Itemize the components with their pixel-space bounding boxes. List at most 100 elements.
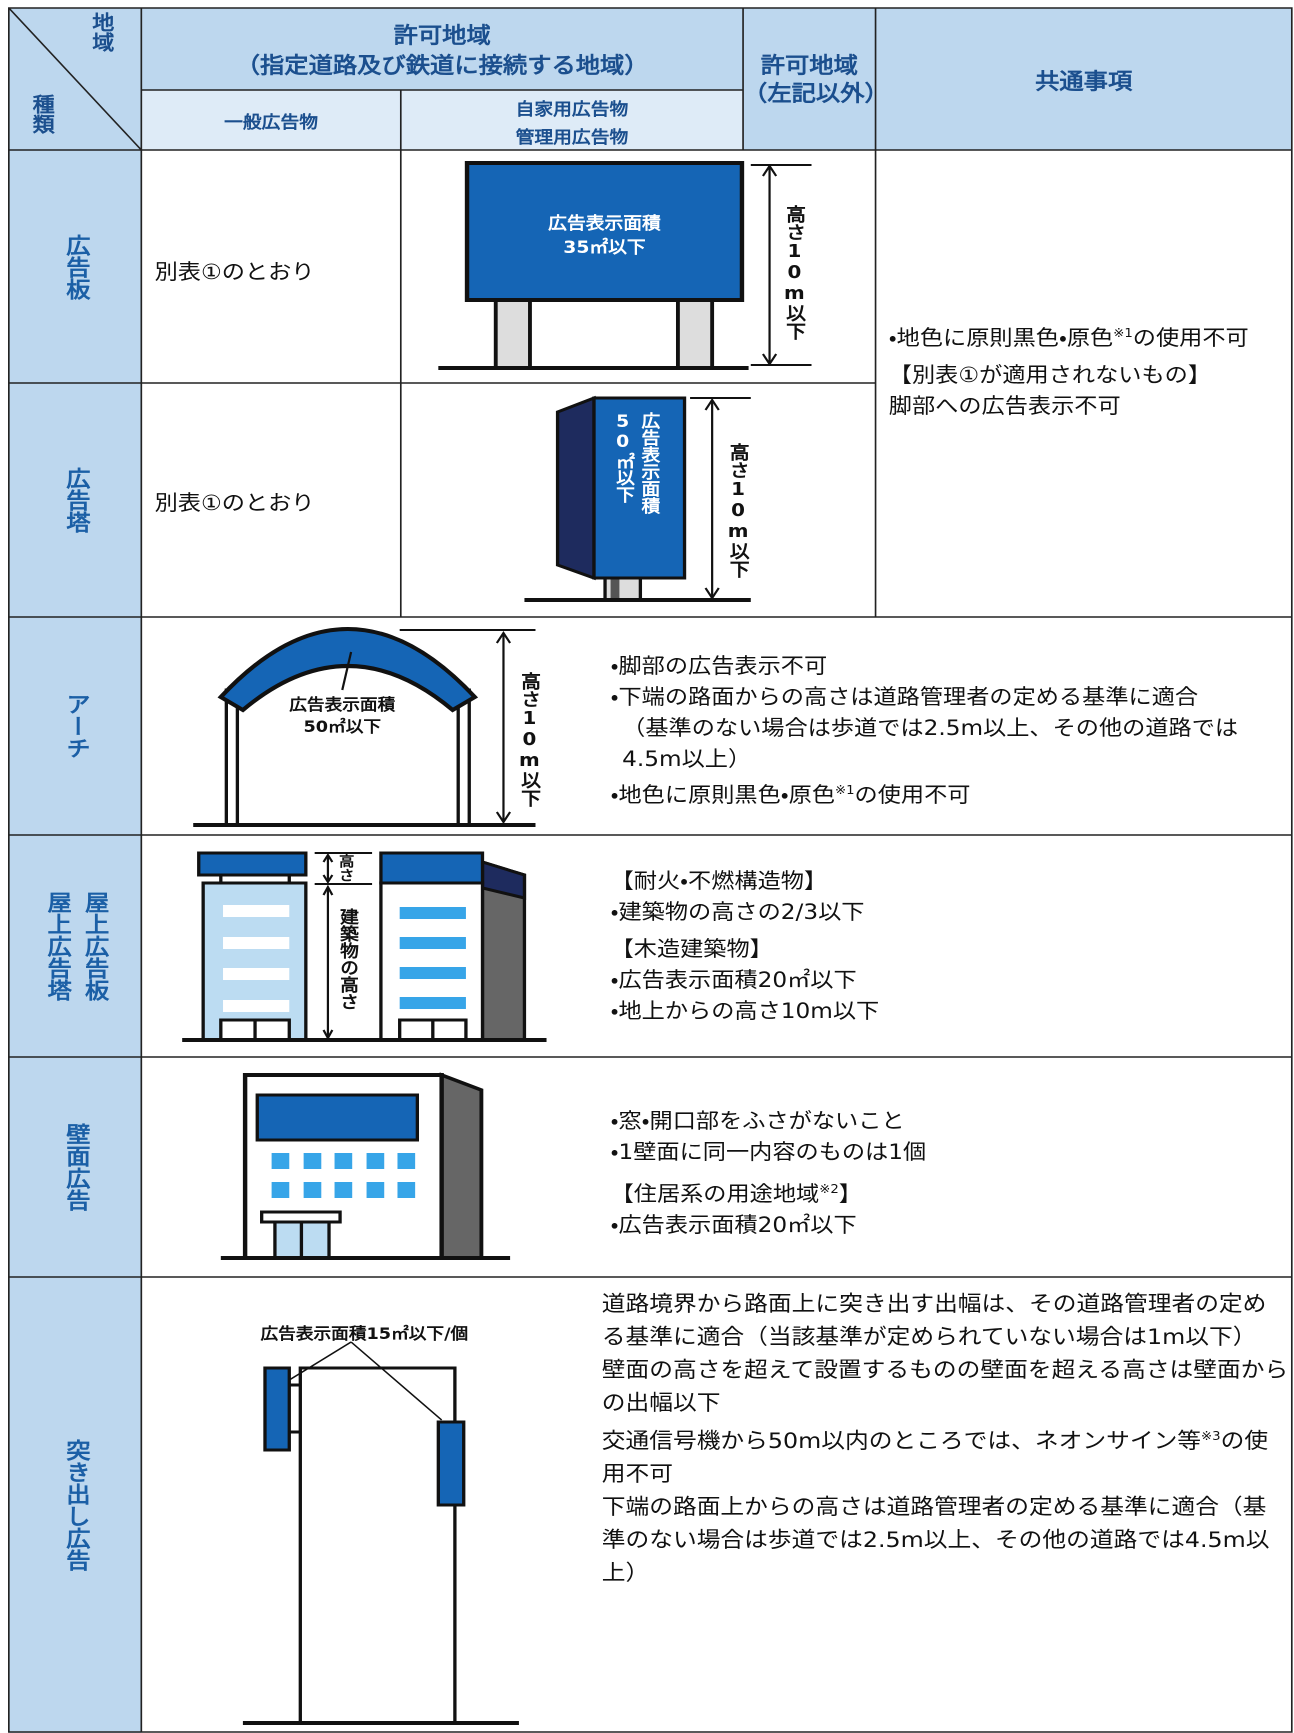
note-text: 脚部への広告表示不可: [888, 394, 1121, 418]
row-label-line: 突き出し広告: [61, 1439, 90, 1571]
row-label-cell: 突き出し広告: [9, 1277, 141, 1733]
note-line: 脚部への広告表示不可: [889, 391, 1284, 422]
note-line: ・1壁面に同一内容のものは1個: [611, 1137, 1287, 1168]
note-text: 【耐火・不燃構造物】: [610, 869, 828, 893]
row-label-line: 屋上広告板: [80, 891, 109, 1001]
note-ref: ※2: [819, 1182, 839, 1196]
wall-illustration-part-part: [303, 1153, 322, 1169]
diagram-height: 高さ10m以下: [782, 205, 806, 340]
area-line: 広告表示面積: [548, 214, 661, 234]
tower-illustration: [524, 395, 751, 602]
wall-illustration-part: [271, 1153, 416, 1198]
wall-illustration-part-part: [366, 1153, 385, 1169]
row-label: 突き出し広告: [56, 1439, 94, 1571]
note-text: （基準のない場合は歩道では2.5m以上、その他の道路では4.5m以上）: [622, 716, 1239, 771]
rooftop-illustration-part-part: [399, 967, 466, 979]
billboard-illustration-part: [493, 298, 532, 370]
wall-illustration-part-part: [397, 1182, 416, 1198]
note-line: 【木造建築物】: [611, 934, 1287, 965]
note-text: ・脚部の広告表示不可: [610, 654, 828, 678]
wall-illustration-part-part: [334, 1182, 353, 1198]
note-text: ・地色に原則黒色・原色: [888, 326, 1114, 350]
row-label-cell: アーチ: [9, 617, 141, 835]
corner-type: 種類: [28, 94, 56, 134]
header-own-use: 自家用広告物: [515, 100, 629, 120]
projecting-illustration: [242, 1341, 519, 1725]
note-line: ・地色に原則黒色・原色※1の使用不可: [889, 318, 1284, 354]
diagram-area: 広告表示面積 35㎡以下: [467, 212, 742, 260]
row-label-cell: 壁面広告: [9, 1057, 141, 1277]
row-label: 壁面広告: [56, 1123, 94, 1211]
diagram-area: 広告表示面積 50㎡以下: [609, 412, 660, 514]
area-line: 50㎡以下: [303, 717, 382, 736]
note-text: の使用不可: [1132, 326, 1249, 350]
header-subtitle: （指定道路及び鉄道に接続する地域）: [235, 54, 649, 79]
header-common: 共通事項: [1035, 70, 1133, 95]
row-label-cell: 広告塔: [9, 383, 141, 617]
header-other: 許可地域: [760, 54, 858, 79]
header-own-use: 管理用広告物: [515, 128, 629, 148]
row-label-line: 広告板: [61, 233, 90, 300]
note-text: ・地上からの高さ10m以下: [610, 999, 880, 1023]
note-text: 】: [838, 1182, 862, 1206]
diagram-height: 高さ10m以下: [517, 672, 542, 807]
wall-illustration-part-part: [271, 1153, 290, 1169]
rooftop-illustration-part: [379, 851, 485, 885]
projecting-illustration-part: [298, 1366, 457, 1725]
billboard-illustration: [438, 161, 812, 370]
row-label-line: アーチ: [61, 693, 90, 759]
header-other: （左記以外）: [743, 82, 889, 107]
note-text: ・広告表示面積20㎡以下: [610, 968, 857, 992]
diagram-area: 広告表示面積15㎡以下/個: [260, 1324, 469, 1343]
note-line: ・広告表示面積20㎡以下: [611, 965, 1287, 996]
rooftop-illustration-part-part: [223, 937, 290, 949]
wall-illustration-part-part: [366, 1182, 385, 1198]
note-line: ・下端の路面からの高さは道路管理者の定める基準に適合: [611, 682, 1287, 713]
projecting-illustration-part: [263, 1366, 291, 1452]
arch-illustration-part: [341, 651, 353, 691]
arch-illustration-part: [456, 688, 471, 827]
area-line: 35㎡以下: [563, 238, 646, 258]
note-line: ・建築物の高さの2/3以下: [611, 897, 1287, 928]
note-text: 【別表①が適用されないもの】: [888, 363, 1212, 387]
note-ref: ※1: [835, 783, 855, 797]
table-rule-part: [8, 7, 142, 151]
area-line: 広告表示面積: [289, 695, 396, 714]
note-text: の使用不可: [601, 1429, 1269, 1488]
table-rule: [8, 7, 1293, 1733]
note-text: ・建築物の高さの2/3以下: [610, 900, 865, 924]
diagram-sign-height: 高さ: [336, 854, 355, 882]
header-title: 許可地域: [393, 24, 491, 49]
rooftop-illustration-part-part: [399, 997, 466, 1009]
diagram-area: 広告表示面積 50㎡以下: [254, 694, 431, 738]
area-line: 50㎡以下: [611, 412, 634, 503]
wall-illustration-part-part: [334, 1153, 353, 1169]
note-text: ・下端の路面からの高さは道路管理者の定める基準に適合: [610, 685, 1199, 709]
projecting-illustration-part: [288, 1341, 352, 1381]
rooftop-illustration-part-part: [223, 905, 290, 917]
tower-illustration-part: [555, 395, 596, 581]
note-line: ・地上からの高さ10m以下: [611, 996, 1287, 1027]
projecting-illustration-part: [350, 1341, 443, 1421]
note-text: 壁面の高さを超えて設置するものの壁面を超える高さは壁面からの出幅以下: [601, 1358, 1289, 1416]
wall-illustration-part-part: [397, 1153, 416, 1169]
row-notes: ・脚部の広告表示不可・下端の路面からの高さは道路管理者の定める基準に適合 （基準の…: [611, 651, 1287, 811]
row-label-line: 壁面広告: [61, 1123, 90, 1211]
note-text: ・広告表示面積20㎡以下: [610, 1213, 857, 1237]
note-line: 壁面の高さを超えて設置するものの壁面を超える高さは壁面からの出幅以下: [602, 1354, 1289, 1420]
common-notes: ・地色に原則黒色・原色※1の使用不可【別表①が適用されないもの】 脚部への広告表示…: [889, 318, 1284, 422]
note-text: 道路境界から路面上に突き出す出幅は、その道路管理者の定める基準に適合（当該基準が…: [601, 1292, 1267, 1350]
note-text: 下端の路面上からの高さは道路管理者の定める基準に適合（基準のない場合は歩道では2…: [601, 1495, 1270, 1587]
header-general: 一般広告物: [224, 113, 318, 133]
note-text: の使用不可: [854, 783, 971, 807]
arch-illustration-part: [495, 631, 512, 824]
note-text: 【木造建築物】: [610, 937, 773, 961]
row-label: 屋上広告板 屋上広告塔: [38, 891, 113, 1001]
note-line: 交通信号機から50m以内のところでは、ネオンサイン等※3の使用不可: [602, 1420, 1289, 1491]
rooftop-illustration-part: [223, 905, 290, 1012]
arch-illustration-part: [224, 688, 240, 827]
note-line: 【住居系の用途地域※2】: [611, 1174, 1287, 1210]
billboard-illustration-part: [761, 164, 778, 366]
